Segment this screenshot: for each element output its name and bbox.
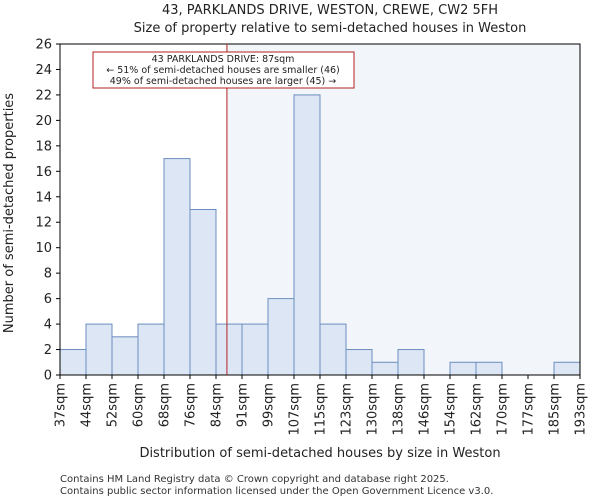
bar-44sqm xyxy=(85,323,113,376)
x-tick-label-84sqm: 84sqm xyxy=(210,383,225,427)
bar-162sqm xyxy=(475,361,503,376)
bar-76sqm xyxy=(189,209,217,376)
annotation-line-1: 43 PARKLANDS DRIVE: 87sqm xyxy=(152,54,295,65)
y-tick-label-20: 20 xyxy=(35,114,52,129)
bar-99sqm xyxy=(267,298,295,376)
bar-123sqm xyxy=(345,349,373,376)
x-tick-label-60sqm: 60sqm xyxy=(132,383,147,427)
annotation-frame xyxy=(92,51,355,89)
bar-130sqm xyxy=(371,361,399,376)
x-tick-label-146sqm: 146sqm xyxy=(418,383,433,436)
y-tick-label-22: 22 xyxy=(35,88,52,103)
y-axis-label: Number of semi-detached properties xyxy=(2,93,17,333)
bar-68sqm xyxy=(163,158,191,376)
chart-title: 43, PARKLANDS DRIVE, WESTON, CREWE, CW2 … xyxy=(162,3,498,18)
plot-frame xyxy=(59,43,581,376)
bar-84sqm xyxy=(215,323,243,376)
bar-154sqm xyxy=(449,361,477,376)
chart-subtitle: Size of property relative to semi-detach… xyxy=(134,21,527,36)
x-tick-label-52sqm: 52sqm xyxy=(106,383,121,427)
x-ticks-group: 37sqm 44sqm 52sqm 60sqm 68sqm 76sqm 84sqm 91sqm… xyxy=(54,375,589,436)
x-tick-label-177sqm: 177sqm xyxy=(522,383,537,436)
x-tick-label-130sqm: 130sqm xyxy=(366,383,381,436)
bar-107sqm xyxy=(293,94,321,376)
x-tick-label-68sqm: 68sqm xyxy=(158,383,173,427)
y-tick-label-0: 0 xyxy=(44,369,52,384)
y-tick-label-18: 18 xyxy=(35,139,52,154)
y-tick-label-6: 6 xyxy=(44,292,52,307)
x-tick-label-154sqm: 154sqm xyxy=(444,383,459,436)
x-tick-label-76sqm: 76sqm xyxy=(184,383,199,427)
y-tick-label-10: 10 xyxy=(35,241,52,256)
footer-line-1: Contains HM Land Registry data © Crown c… xyxy=(60,474,449,485)
x-tick-label-37sqm: 37sqm xyxy=(54,383,69,427)
x-tick-label-162sqm: 162sqm xyxy=(470,383,485,436)
x-tick-label-91sqm: 91sqm xyxy=(236,383,251,427)
x-tick-label-99sqm: 99sqm xyxy=(262,383,277,427)
bar-115sqm xyxy=(319,323,347,376)
y-tick-label-24: 24 xyxy=(35,63,52,78)
y-tick-label-14: 14 xyxy=(35,190,52,205)
x-tick-label-123sqm: 123sqm xyxy=(340,383,355,436)
footer-line-2: Contains public sector information licen… xyxy=(60,486,493,497)
x-tick-label-107sqm: 107sqm xyxy=(288,383,303,436)
bar-60sqm xyxy=(137,323,165,376)
bar-185sqm xyxy=(553,361,581,376)
annotation-box: 43 PARKLANDS DRIVE: 87sqm ← 51% of semi-… xyxy=(92,51,355,89)
y-tick-label-2: 2 xyxy=(44,343,52,358)
x-tick-label-193sqm: 193sqm xyxy=(574,383,589,436)
y-tick-label-12: 12 xyxy=(35,216,52,231)
x-tick-label-138sqm: 138sqm xyxy=(392,383,407,436)
y-tick-label-26: 26 xyxy=(35,38,52,53)
y-tick-label-8: 8 xyxy=(44,267,52,282)
x-tick-label-44sqm: 44sqm xyxy=(80,383,95,427)
annotation-line-2: ← 51% of semi-detached houses are smalle… xyxy=(106,65,340,76)
annotation-line-3: 49% of semi-detached houses are larger (… xyxy=(110,76,337,87)
bar-91sqm xyxy=(241,323,269,376)
x-tick-label-185sqm: 185sqm xyxy=(548,383,563,436)
x-tick-label-115sqm: 115sqm xyxy=(314,383,329,436)
y-tick-label-16: 16 xyxy=(35,165,52,180)
x-tick-label-170sqm: 170sqm xyxy=(496,383,511,436)
x-axis-label: Distribution of semi-detached houses by … xyxy=(139,446,500,461)
y-tick-label-4: 4 xyxy=(44,318,52,333)
bar-138sqm xyxy=(397,349,425,376)
bar-37sqm xyxy=(59,349,87,376)
bars-group xyxy=(59,94,581,376)
bar-52sqm xyxy=(111,336,139,376)
